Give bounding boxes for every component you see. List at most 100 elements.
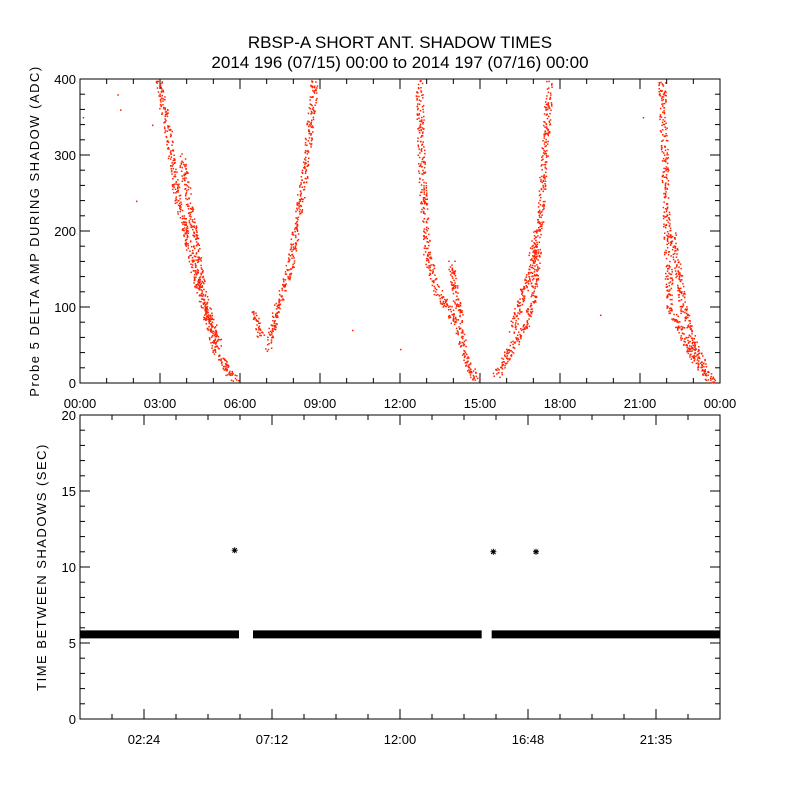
data-point <box>666 188 669 190</box>
data-point <box>423 207 425 210</box>
data-point <box>189 187 192 189</box>
data-point <box>680 299 683 301</box>
data-point <box>681 337 684 340</box>
data-point <box>197 243 199 246</box>
data-point <box>506 357 508 359</box>
data-point <box>200 286 202 288</box>
data-point <box>225 367 228 369</box>
data-point <box>231 374 233 376</box>
data-point <box>666 234 668 237</box>
data-point <box>666 162 669 165</box>
data-point <box>185 165 187 167</box>
data-point <box>667 242 670 244</box>
data-point <box>429 266 431 269</box>
data-point <box>677 270 679 272</box>
data-point <box>498 369 500 371</box>
data-point <box>309 103 311 105</box>
data-point <box>454 272 456 274</box>
data-point <box>704 370 707 373</box>
data-point <box>289 276 292 278</box>
data-point <box>271 333 273 335</box>
data-point <box>535 278 538 280</box>
data-point <box>294 246 297 249</box>
data-point <box>424 152 426 155</box>
data-point <box>539 236 541 239</box>
data-point <box>464 352 467 354</box>
data-point <box>400 348 402 351</box>
data-point <box>521 293 523 295</box>
data-point <box>186 232 188 234</box>
data-point <box>666 219 668 222</box>
data-point <box>676 253 678 255</box>
data-point <box>523 324 525 326</box>
data-point <box>507 352 509 355</box>
data-point <box>253 318 255 320</box>
data-point <box>547 102 550 104</box>
data-point <box>526 309 528 312</box>
data-point <box>534 242 536 245</box>
data-point <box>668 290 670 292</box>
data-point <box>171 185 174 188</box>
data-point <box>171 184 174 186</box>
data-point <box>674 252 676 255</box>
data-point <box>306 123 308 126</box>
data-point <box>170 156 173 158</box>
data-point <box>449 316 452 319</box>
data-point <box>196 234 199 236</box>
data-point <box>186 227 189 230</box>
data-point <box>544 183 546 185</box>
data-point <box>160 101 162 103</box>
data-point <box>666 154 668 156</box>
data-point <box>427 267 430 269</box>
data-point <box>667 179 670 182</box>
data-point <box>675 232 677 234</box>
data-point <box>231 370 233 373</box>
data-point <box>535 269 538 271</box>
data-point <box>535 250 538 253</box>
data-point <box>214 331 216 334</box>
data-point <box>198 279 200 281</box>
data-point <box>160 105 162 108</box>
data-point <box>527 271 530 274</box>
data-point <box>185 172 188 175</box>
data-point <box>690 345 693 348</box>
data-point <box>198 244 200 246</box>
data-point <box>669 307 672 309</box>
data-point <box>451 284 453 286</box>
data-point <box>508 349 511 352</box>
data-point <box>532 285 534 288</box>
data-point <box>162 89 164 92</box>
data-point <box>193 234 195 237</box>
data-point <box>218 355 220 358</box>
data-point <box>268 343 270 345</box>
data-point <box>544 178 546 180</box>
data-point <box>421 189 423 191</box>
data-point <box>678 276 681 278</box>
data-point <box>711 381 714 384</box>
data-point <box>312 89 314 92</box>
data-point <box>692 355 695 357</box>
data-point <box>661 151 664 153</box>
data-point <box>279 299 281 302</box>
data-point <box>180 206 182 208</box>
data-point <box>661 175 663 177</box>
data-point <box>425 263 427 266</box>
data-point <box>202 295 204 297</box>
data-point <box>195 245 198 247</box>
data-point <box>669 298 672 301</box>
data-point <box>508 331 511 333</box>
data-point <box>310 144 312 146</box>
data-point <box>691 339 694 341</box>
data-point <box>271 331 273 333</box>
data-point <box>418 163 420 165</box>
data-point <box>299 195 302 197</box>
data-point <box>417 87 420 90</box>
data-point <box>665 161 667 163</box>
data-point <box>545 188 547 190</box>
data-point <box>666 206 669 208</box>
data-point <box>164 121 166 123</box>
data-point <box>534 287 536 290</box>
data-point <box>419 165 421 167</box>
data-point <box>174 158 176 161</box>
data-point <box>455 299 457 301</box>
